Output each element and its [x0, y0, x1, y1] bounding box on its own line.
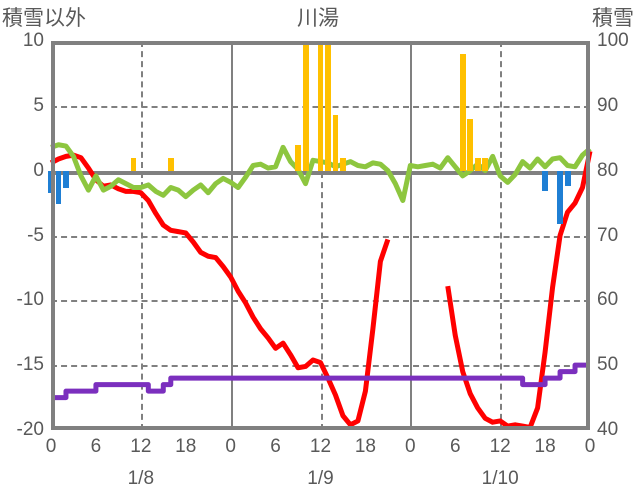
- x-tick: 0: [45, 436, 57, 457]
- y-tick-left: 0: [33, 159, 44, 181]
- bar-precipitation: [63, 170, 69, 188]
- bar-precipitation: [55, 170, 62, 205]
- x-tick: 6: [270, 436, 281, 457]
- gridline-day: [230, 41, 233, 430]
- day-label: 1/10: [481, 468, 519, 489]
- bar-snowfall: [332, 114, 339, 171]
- bar-precipitation: [564, 170, 571, 187]
- x-tick: 12: [130, 436, 152, 457]
- y-tick-right: 70: [597, 224, 619, 246]
- y-tick-right: 80: [597, 159, 619, 181]
- y-tick-left: 5: [33, 94, 44, 116]
- y-tick-right: 40: [597, 419, 619, 440]
- x-tick: 0: [225, 436, 236, 457]
- bar-snowfall: [482, 157, 489, 171]
- plot-area: [48, 41, 593, 430]
- y-tick-right: 100: [597, 30, 629, 51]
- page-title: 川湯: [297, 7, 339, 30]
- bar-precipitation: [542, 170, 549, 192]
- y-tick-right: 60: [597, 289, 619, 311]
- x-tick: 12: [309, 436, 332, 457]
- left-axis-title: 積雪以外: [2, 7, 86, 30]
- x-tick: 6: [90, 436, 102, 457]
- x-tick: 18: [354, 436, 376, 457]
- right-axis-title: 積雪: [592, 7, 634, 30]
- bar-snowfall: [340, 157, 346, 171]
- bar-precipitation: [48, 170, 54, 193]
- gridline-day: [410, 41, 413, 430]
- y-tick-right: 50: [597, 354, 619, 376]
- series-layer: [49, 142, 593, 430]
- x-tick: 12: [489, 436, 511, 457]
- bar-snowfall: [130, 157, 137, 171]
- gridline-noon: [500, 41, 503, 430]
- x-tick: 0: [405, 436, 416, 457]
- bar-snowfall: [317, 41, 324, 171]
- x-tick: 18: [175, 436, 197, 457]
- y-tick-left: -15: [16, 354, 44, 376]
- y-tick-left: -10: [16, 289, 44, 311]
- y-tick-left: 10: [22, 30, 44, 51]
- day-label: 1/8: [127, 468, 155, 489]
- bar-snowfall: [295, 144, 302, 171]
- bar-snowfall: [325, 41, 331, 171]
- bar-snowfall: [474, 157, 481, 171]
- bar-snowfall: [467, 118, 474, 171]
- bar-precipitation: [557, 170, 564, 224]
- bar-snowfall: [459, 53, 466, 171]
- x-tick: 18: [534, 436, 556, 457]
- y-tick-left: -5: [27, 224, 44, 246]
- y-tick-left: -20: [16, 419, 44, 440]
- bar-snowfall: [302, 41, 309, 171]
- x-tick: 6: [449, 436, 461, 457]
- gridline-noon: [140, 41, 143, 430]
- series-snow-depth: [51, 362, 590, 401]
- day-label: 1/9: [307, 468, 334, 489]
- x-tick: 0: [584, 436, 596, 457]
- gridline-noon: [320, 41, 323, 430]
- y-tick-right: 90: [597, 94, 619, 116]
- bar-snowfall: [167, 157, 174, 171]
